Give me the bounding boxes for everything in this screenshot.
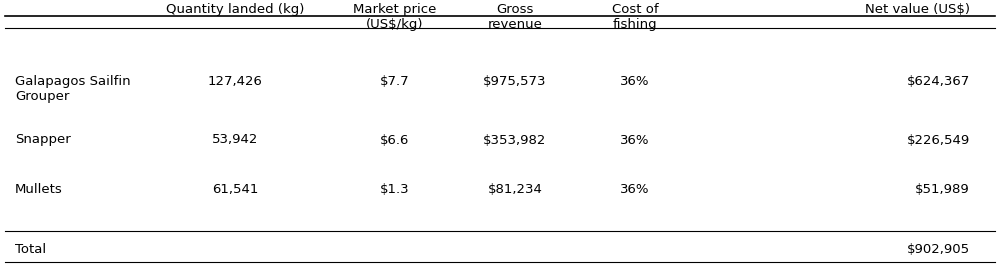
Text: $6.6: $6.6 bbox=[380, 134, 410, 147]
Text: $902,905: $902,905 bbox=[907, 243, 970, 256]
Text: $7.7: $7.7 bbox=[380, 75, 410, 88]
Text: $81,234: $81,234 bbox=[488, 183, 542, 196]
Text: Market price
(US$/kg): Market price (US$/kg) bbox=[353, 3, 437, 31]
Text: $975,573: $975,573 bbox=[483, 75, 547, 88]
Text: Total: Total bbox=[15, 243, 46, 256]
Text: $1.3: $1.3 bbox=[380, 183, 410, 196]
Text: 36%: 36% bbox=[620, 183, 650, 196]
Text: Net value (US$): Net value (US$) bbox=[865, 3, 970, 16]
Text: 61,541: 61,541 bbox=[212, 183, 258, 196]
Text: Cost of
fishing: Cost of fishing bbox=[612, 3, 658, 31]
Text: $353,982: $353,982 bbox=[483, 134, 547, 147]
Text: 36%: 36% bbox=[620, 134, 650, 147]
Text: 127,426: 127,426 bbox=[208, 75, 262, 88]
Text: Galapagos Sailfin
Grouper: Galapagos Sailfin Grouper bbox=[15, 75, 131, 103]
Text: Mullets: Mullets bbox=[15, 183, 63, 196]
Text: $51,989: $51,989 bbox=[915, 183, 970, 196]
Text: Quantity landed (kg): Quantity landed (kg) bbox=[166, 3, 304, 16]
Text: 53,942: 53,942 bbox=[212, 134, 258, 147]
Text: $624,367: $624,367 bbox=[907, 75, 970, 88]
Text: Snapper: Snapper bbox=[15, 134, 71, 147]
Text: $226,549: $226,549 bbox=[907, 134, 970, 147]
Text: Gross
revenue: Gross revenue bbox=[488, 3, 542, 31]
Text: 36%: 36% bbox=[620, 75, 650, 88]
